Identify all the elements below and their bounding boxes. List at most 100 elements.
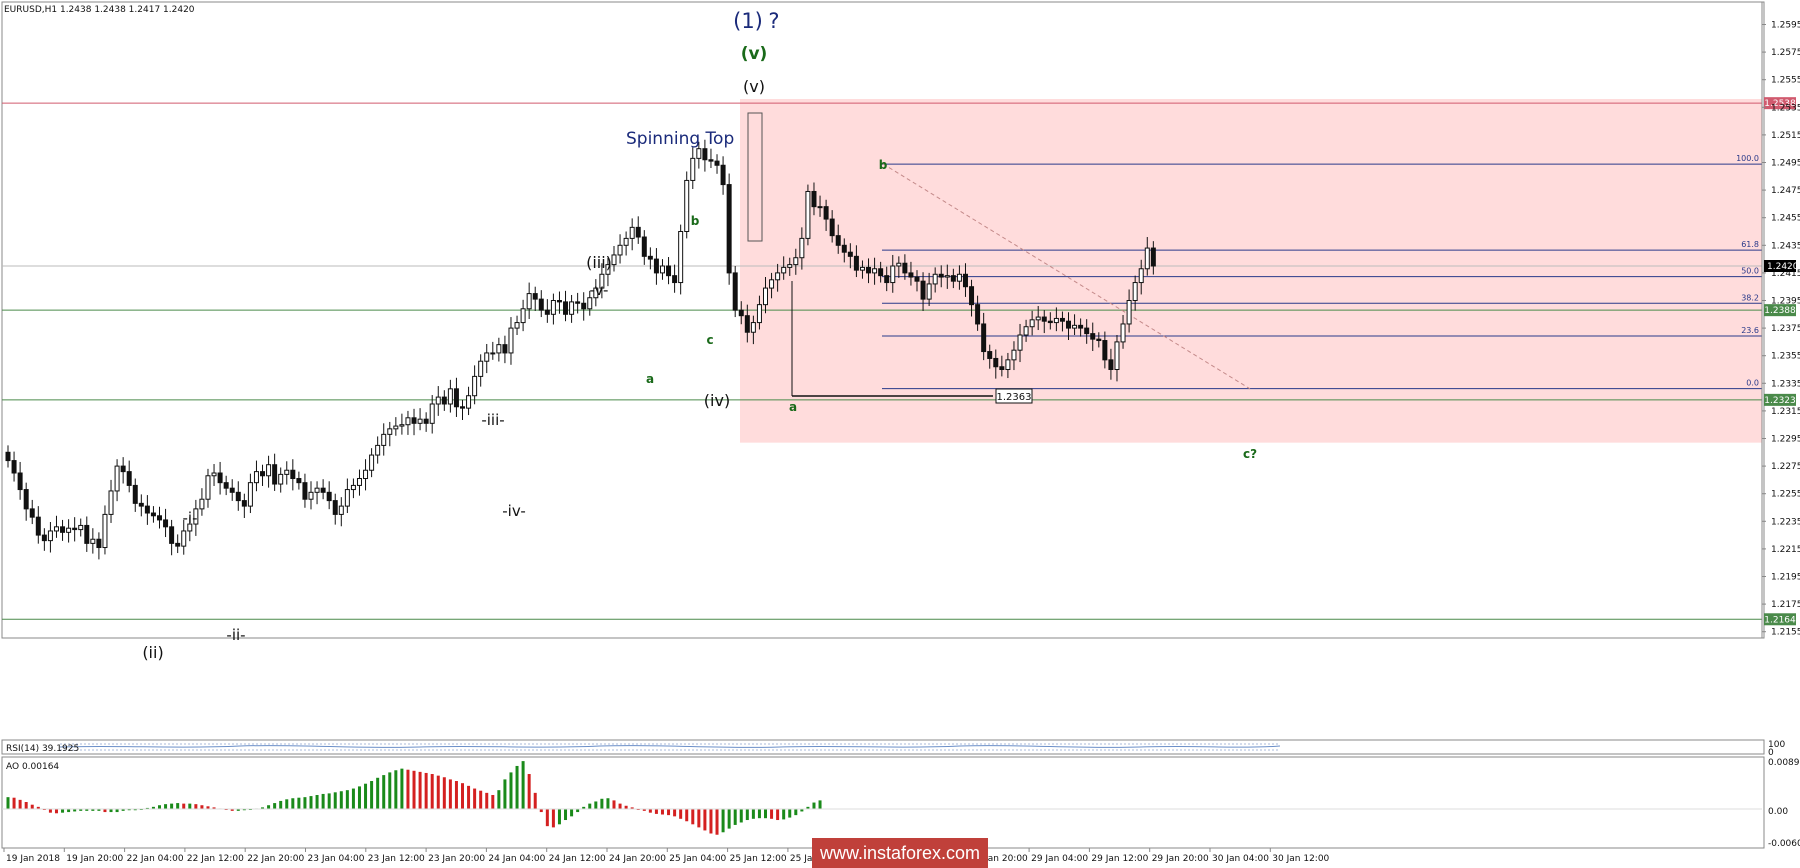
candle-bear [1090, 333, 1096, 340]
candle-bear [241, 500, 247, 507]
ao-bar [85, 809, 89, 811]
candle-bear [460, 406, 465, 409]
candle-bear [726, 184, 732, 274]
ao-bar [442, 777, 446, 809]
ao-bar [351, 788, 355, 809]
candle-bull [356, 478, 362, 486]
ao-bar [36, 806, 40, 809]
candle-bear [575, 301, 581, 304]
price-tick-label: 1.2155 [1771, 628, 1800, 638]
candle-bear [635, 226, 641, 238]
time-axis[interactable]: 19 Jan 2018 19 Jan 20:00 22 Jan 04:00 22 Ja… [3, 848, 1330, 864]
candle-bear [17, 472, 23, 491]
price-tick-label: 1.2435 [1771, 241, 1800, 251]
candle-bear [332, 500, 338, 515]
level-price-label: 1.2388 [1764, 306, 1796, 316]
ao-bar [557, 809, 561, 825]
candle-bull [514, 322, 520, 329]
ao-bar [806, 806, 810, 809]
ao-bar [473, 788, 477, 809]
candle-bull [369, 454, 375, 471]
ao-bar [176, 803, 180, 809]
ao-bar [467, 785, 471, 809]
time-tick-label: 22 Jan 04:00 [127, 854, 184, 864]
ao-bar [509, 772, 513, 809]
ao-bar [618, 803, 622, 809]
candle-bear [290, 469, 296, 480]
candle-bull [284, 469, 290, 475]
candle-bull [787, 264, 793, 268]
candle-bear [163, 519, 169, 528]
ao-bar [91, 809, 95, 811]
candle-bull [944, 275, 950, 278]
rsi-tick-100: 100 [1768, 740, 1785, 750]
candle-bear [653, 258, 659, 274]
ao-bar [339, 791, 343, 809]
ao-pane[interactable] [1, 756, 1765, 849]
ao-bar [79, 809, 83, 811]
candle-bear [1102, 340, 1108, 361]
ao-bar [479, 790, 483, 809]
candle-bull [696, 148, 702, 159]
level-price-box [1764, 613, 1796, 626]
ao-bar [697, 809, 701, 828]
candle-bull [405, 417, 411, 426]
candle-bear [60, 526, 66, 533]
ao-bar [551, 809, 555, 828]
candle-bull [769, 279, 775, 289]
ao-bar [418, 771, 422, 809]
candle-bull [896, 262, 902, 267]
candle-bull [247, 482, 253, 507]
candle-bear [5, 451, 11, 462]
time-tick-label: 30 Jan 12:00 [1272, 854, 1329, 864]
candle-bull [1053, 317, 1059, 324]
candle-bull [278, 473, 284, 485]
ao-bar [491, 795, 495, 809]
ao-bar [382, 775, 386, 809]
ao-bar [461, 783, 464, 809]
candle-bear [835, 235, 841, 246]
ao-bar [424, 772, 428, 809]
candle-bull [678, 231, 684, 284]
candle-bull [817, 206, 823, 209]
ao-tick-min: -0.00604 [1768, 839, 1800, 849]
candle-bear [841, 244, 847, 253]
candle-bull [344, 489, 350, 507]
ao-bar [103, 809, 107, 813]
time-tick-label: 25 Jan 12:00 [730, 854, 787, 864]
level-price-box [1764, 393, 1796, 406]
level-price-box [1764, 97, 1796, 110]
ao-bar [648, 809, 652, 813]
ao-bar [594, 801, 598, 809]
time-tick-label: 30 Jan 04:00 [1212, 854, 1269, 864]
candle-bull [1132, 282, 1138, 301]
candle-bull [484, 352, 490, 362]
candle-bear [969, 286, 975, 306]
ao-bar [333, 792, 337, 809]
price-tick-label: 1.2555 [1771, 76, 1800, 86]
candle-bear [126, 471, 132, 486]
candle-bull [569, 301, 575, 315]
candle-bear [169, 526, 175, 544]
candle-bull [932, 273, 938, 285]
fib-level-label: 23.6 [1741, 326, 1759, 335]
candle-bear [647, 255, 653, 260]
ao-bar [800, 809, 804, 812]
candle-bull [1023, 326, 1029, 336]
ao-bar [61, 809, 65, 813]
price-tick-label: 1.2335 [1771, 379, 1800, 389]
time-tick-label: 22 Jan 20:00 [247, 854, 304, 864]
wave-label-ii-paren: (ii) [142, 643, 163, 662]
price-axis[interactable]: 1.2595 1.2575 1.2555 1.2535 1.2515 1.2495 1.24… [1761, 2, 1800, 638]
ao-bar [261, 807, 265, 809]
rsi-line [59, 745, 1281, 748]
candle-bear [235, 491, 241, 502]
price-tick-label: 1.2215 [1771, 545, 1800, 555]
ao-bar [582, 806, 586, 809]
time-tick-label: 23 Jan 20:00 [428, 854, 485, 864]
fib-level-label: 0.0 [1746, 379, 1759, 388]
wave-label-iii: -iii- [481, 411, 504, 429]
candle-bull [253, 471, 259, 484]
candle-bull [78, 524, 84, 531]
time-tick-label: 26 Jan 20:00 [971, 854, 1028, 864]
